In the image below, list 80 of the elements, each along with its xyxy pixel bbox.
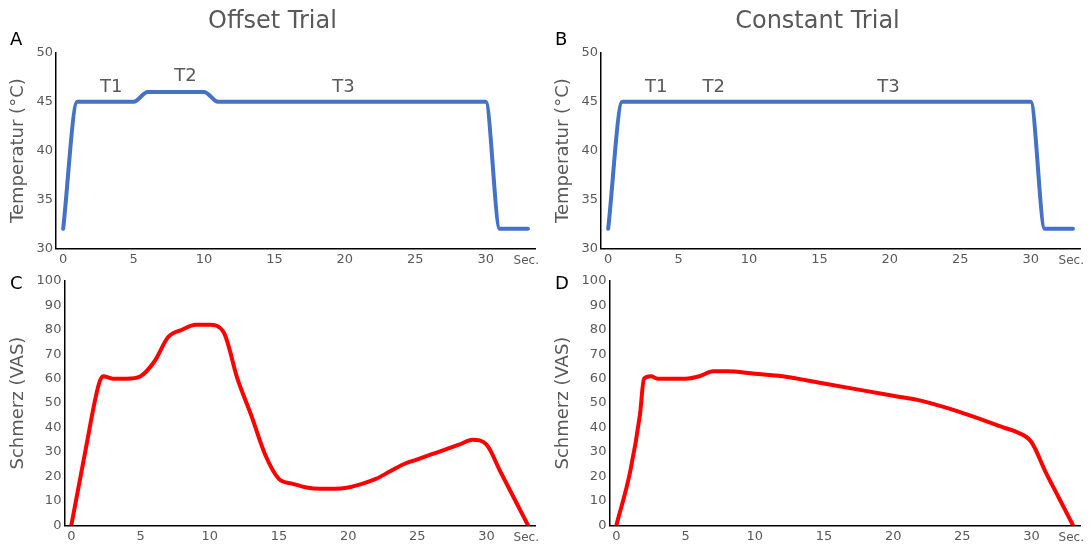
y-tick-label: 40 xyxy=(44,418,62,434)
y-tick-label: 10 xyxy=(44,492,62,508)
x-tick-label: 20 xyxy=(336,250,354,266)
y-tick-label: 30 xyxy=(589,443,607,459)
y-tick-label: 30 xyxy=(581,239,599,255)
y-tick-label: 10 xyxy=(589,492,607,508)
x-tick-label: 10 xyxy=(746,527,764,543)
annotation: T2 xyxy=(701,74,725,96)
y-tick-label: 100 xyxy=(36,272,62,288)
text: A xyxy=(10,28,23,49)
x-tick-label: 15 xyxy=(270,527,288,543)
y-tick-label: 30 xyxy=(36,239,54,255)
x-tick-label: 15 xyxy=(811,250,828,266)
text: B xyxy=(555,28,568,49)
y-tick-label: 70 xyxy=(589,345,607,361)
y-tick-label: 45 xyxy=(36,93,54,109)
y-tick-label: 50 xyxy=(589,394,607,410)
x-tick-label: 20 xyxy=(881,250,899,266)
x-tick-label: 5 xyxy=(136,527,145,543)
text: C xyxy=(10,272,23,293)
y-tick-label: 35 xyxy=(581,190,599,206)
y-axis-title: Temperatur (°C) xyxy=(6,78,28,224)
y-tick-label: 60 xyxy=(589,370,607,386)
y-tick-label: 40 xyxy=(581,141,599,157)
x-tick-label: 0 xyxy=(612,527,621,543)
y-tick-label: 40 xyxy=(589,418,607,434)
y-tick-label: 90 xyxy=(589,296,607,312)
x-axis-title: Sec. xyxy=(513,252,539,267)
y-tick-label: 45 xyxy=(581,93,599,109)
x-axis-title: Sec. xyxy=(1058,252,1084,267)
x-tick-label: 25 xyxy=(952,250,969,266)
y-tick-label: 50 xyxy=(581,44,599,60)
y-axis-title: Schmerz (VAS) xyxy=(551,336,573,470)
x-tick-label: 30 xyxy=(477,250,494,266)
annotation: T2 xyxy=(173,63,197,85)
x-tick-label: 20 xyxy=(339,527,357,543)
x-tick-label: 25 xyxy=(407,250,424,266)
y-tick-label: 30 xyxy=(44,443,62,459)
y-tick-label: 80 xyxy=(44,321,62,337)
y-axis-title: Temperatur (°C) xyxy=(551,78,573,224)
x-tick-label: 5 xyxy=(129,250,138,266)
y-tick-label: 80 xyxy=(589,321,607,337)
x-tick-label: 20 xyxy=(884,527,902,543)
y-tick-label: 20 xyxy=(44,467,62,483)
y-tick-label: 20 xyxy=(589,467,607,483)
y-tick-label: 100 xyxy=(581,272,607,288)
annotation: T3 xyxy=(876,74,900,96)
x-axis-title: Sec. xyxy=(513,529,539,544)
x-tick-label: 30 xyxy=(1023,527,1040,543)
chart-title: Offset Trial xyxy=(208,6,337,34)
x-tick-label: 0 xyxy=(67,527,76,543)
annotation: T1 xyxy=(643,74,668,96)
y-tick-label: 50 xyxy=(44,394,62,410)
x-tick-label: 15 xyxy=(815,527,833,543)
x-tick-label: 30 xyxy=(1022,250,1039,266)
y-tick-label: 60 xyxy=(44,370,62,386)
y-tick-label: 70 xyxy=(44,345,62,361)
x-tick-label: 5 xyxy=(674,250,683,266)
chart-title: Constant Trial xyxy=(735,6,900,34)
x-tick-label: 10 xyxy=(201,527,219,543)
y-tick-label: 50 xyxy=(36,44,54,60)
y-tick-label: 40 xyxy=(36,141,54,157)
x-tick-label: 10 xyxy=(195,250,213,266)
line-series xyxy=(69,322,531,526)
line-series xyxy=(614,369,1076,526)
x-axis-title: Sec. xyxy=(1058,529,1084,544)
y-tick-label: 0 xyxy=(53,516,62,532)
y-tick-label: 35 xyxy=(36,190,54,206)
x-tick-label: 5 xyxy=(681,527,690,543)
y-axis-title: Schmerz (VAS) xyxy=(6,336,28,470)
x-tick-label: 25 xyxy=(954,527,971,543)
y-tick-label: 90 xyxy=(44,296,62,312)
annotation: T1 xyxy=(98,74,123,96)
x-tick-label: 10 xyxy=(740,250,758,266)
annotation: T3 xyxy=(331,74,355,96)
x-tick-label: 25 xyxy=(409,527,426,543)
x-tick-label: 15 xyxy=(266,250,283,266)
y-tick-label: 0 xyxy=(598,516,607,532)
x-tick-label: 30 xyxy=(478,527,495,543)
text: D xyxy=(555,272,569,293)
